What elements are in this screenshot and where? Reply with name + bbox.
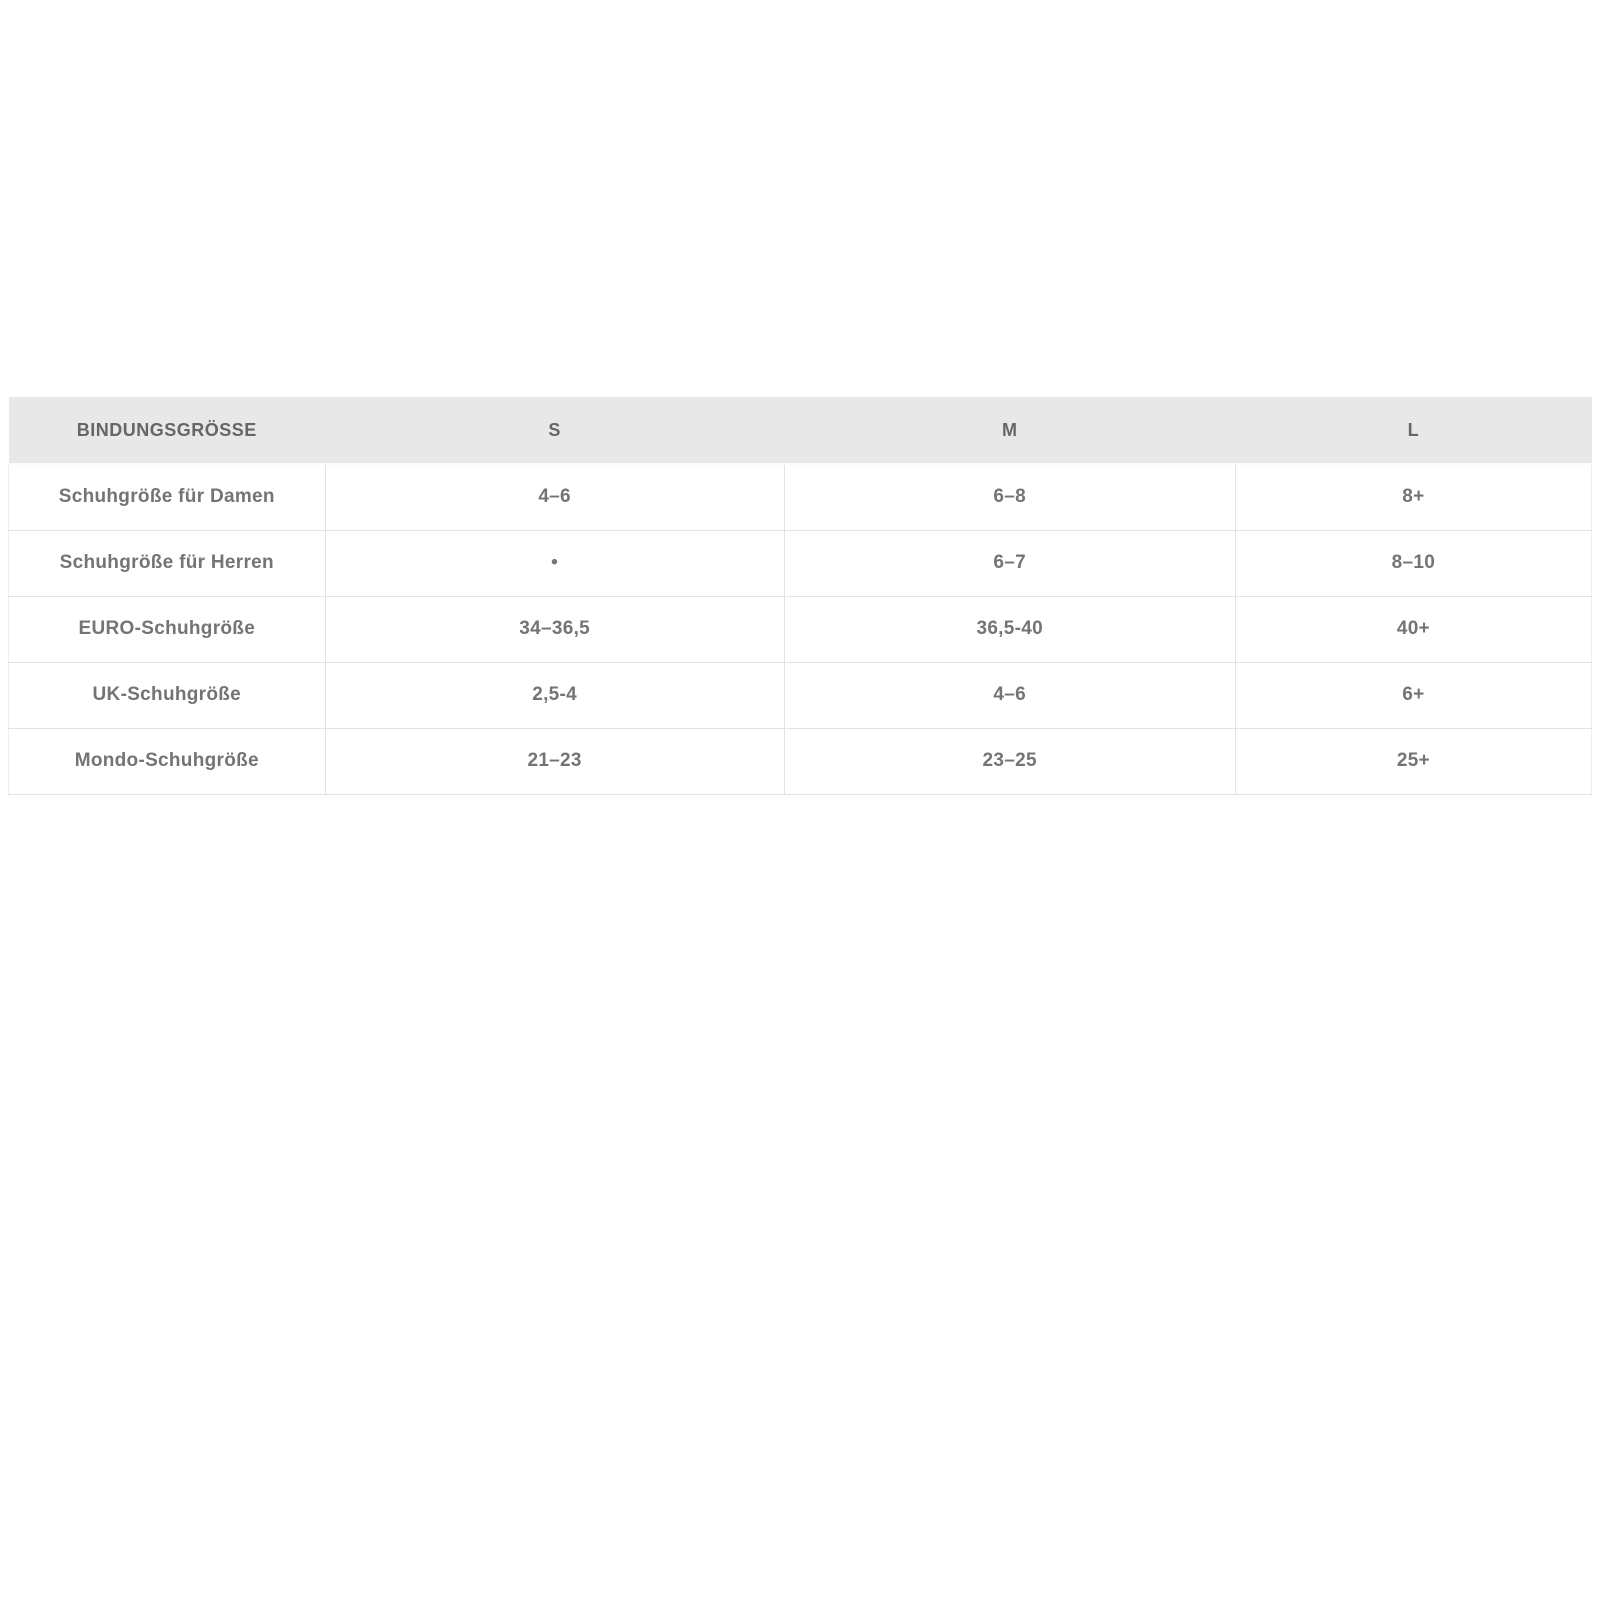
row-label: EURO-Schuhgröße	[8, 596, 326, 663]
cell-m: 36,5-40	[784, 596, 1236, 663]
table-row: UK-Schuhgröße 2,5-4 4–6 6+	[8, 662, 1593, 729]
table-row: Mondo-Schuhgröße 21–23 23–25 25+	[8, 728, 1593, 795]
cell-l: 8–10	[1235, 530, 1593, 597]
table-header-row: BINDUNGSGRÖSSE S M L	[8, 397, 1592, 465]
cell-s: 4–6	[325, 464, 785, 531]
cell-m: 23–25	[784, 728, 1236, 795]
row-label: Schuhgröße für Herren	[8, 530, 326, 597]
cell-l: 6+	[1235, 662, 1593, 729]
cell-s: •	[325, 530, 785, 597]
cell-l: 25+	[1235, 728, 1593, 795]
table-row: Schuhgröße für Damen 4–6 6–8 8+	[8, 464, 1593, 531]
row-label: UK-Schuhgröße	[8, 662, 326, 729]
cell-s: 2,5-4	[325, 662, 785, 729]
column-header-bindungsgroesse: BINDUNGSGRÖSSE	[8, 397, 326, 465]
table-row: EURO-Schuhgröße 34–36,5 36,5-40 40+	[8, 596, 1593, 663]
cell-l: 8+	[1235, 464, 1593, 531]
binding-size-table: BINDUNGSGRÖSSE S M L Schuhgröße für Dame…	[8, 397, 1593, 795]
cell-s: 34–36,5	[325, 596, 785, 663]
cell-m: 6–7	[784, 530, 1236, 597]
cell-m: 4–6	[784, 662, 1236, 729]
column-header-l: L	[1235, 397, 1592, 465]
column-header-s: S	[325, 397, 785, 465]
row-label: Schuhgröße für Damen	[8, 464, 326, 531]
cell-m: 6–8	[784, 464, 1236, 531]
column-header-m: M	[784, 397, 1236, 465]
cell-s: 21–23	[325, 728, 785, 795]
cell-l: 40+	[1235, 596, 1593, 663]
table-row: Schuhgröße für Herren • 6–7 8–10	[8, 530, 1593, 597]
size-chart-section: BINDUNGSGRÖSSE S M L Schuhgröße für Dame…	[8, 397, 1593, 795]
row-label: Mondo-Schuhgröße	[8, 728, 326, 795]
